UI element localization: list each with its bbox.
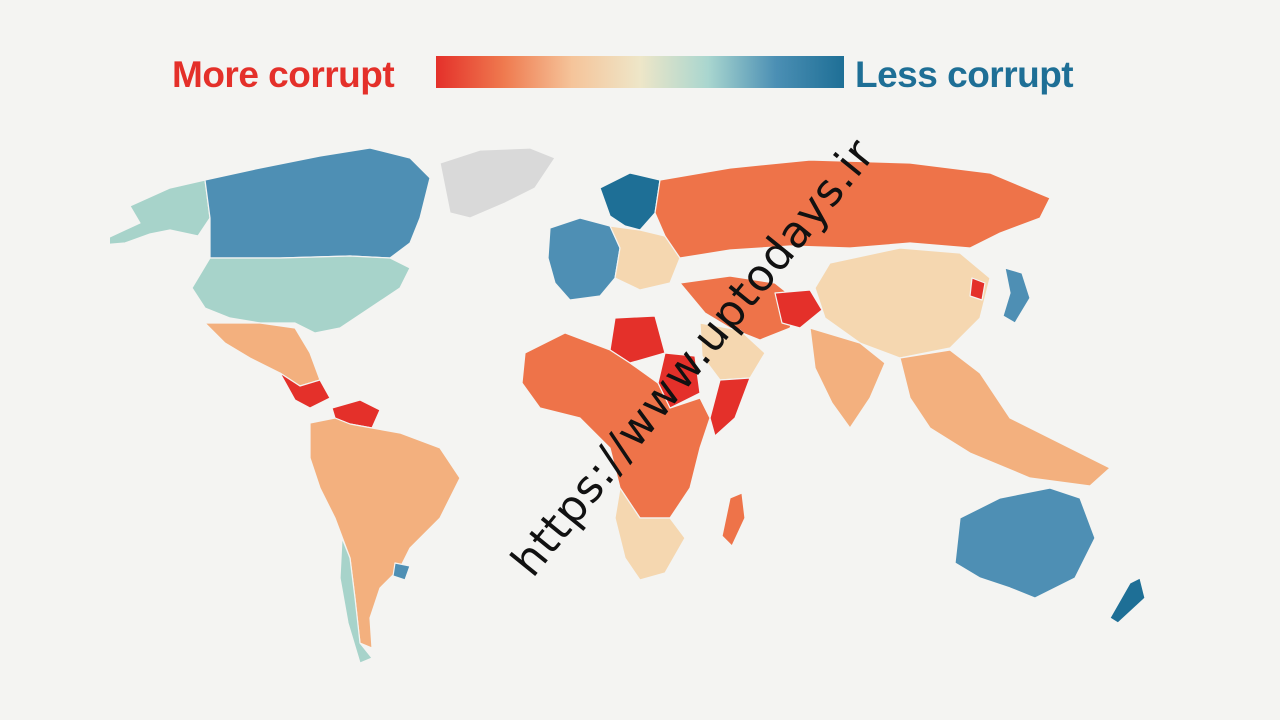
- region-afghanistan: [774, 289, 823, 329]
- region-united-states: [191, 255, 411, 334]
- region-mexico: [204, 322, 321, 387]
- region-libya: [609, 315, 666, 364]
- region-eastern-europe: [609, 225, 681, 291]
- map-legend: More corrupt Less corrupt: [0, 50, 1280, 100]
- region-australia: [954, 487, 1096, 599]
- region-north-korea: [969, 277, 986, 301]
- legend-color-scale: [436, 56, 844, 88]
- region-chile: [339, 537, 373, 664]
- legend-label-less-corrupt: Less corrupt: [855, 54, 1074, 95]
- region-alaska: [110, 179, 211, 245]
- region-middle-east: [679, 275, 801, 341]
- legend-label-more-corrupt: More corrupt: [172, 54, 395, 95]
- region-canada: [204, 147, 431, 259]
- region-new-zealand: [1109, 577, 1146, 624]
- region-sudan: [657, 352, 701, 409]
- region-south-america: [309, 417, 461, 649]
- world-map-svg: [110, 147, 1146, 664]
- world-map: [110, 118, 1170, 688]
- region-western-europe: [547, 217, 621, 301]
- region-japan: [1002, 267, 1031, 324]
- region-sub-saharan-africa: [521, 332, 711, 519]
- region-southeast-asia: [899, 349, 1111, 487]
- region-scandinavia: [599, 172, 661, 231]
- region-india: [809, 327, 886, 429]
- region-uruguay: [392, 562, 411, 581]
- region-somalia: [709, 377, 751, 437]
- region-central-america: [279, 372, 331, 409]
- region-china: [814, 247, 991, 359]
- region-greenland: [439, 147, 556, 219]
- region-russia: [654, 159, 1051, 259]
- region-southern-africa: [614, 487, 686, 581]
- region-madagascar: [721, 492, 746, 547]
